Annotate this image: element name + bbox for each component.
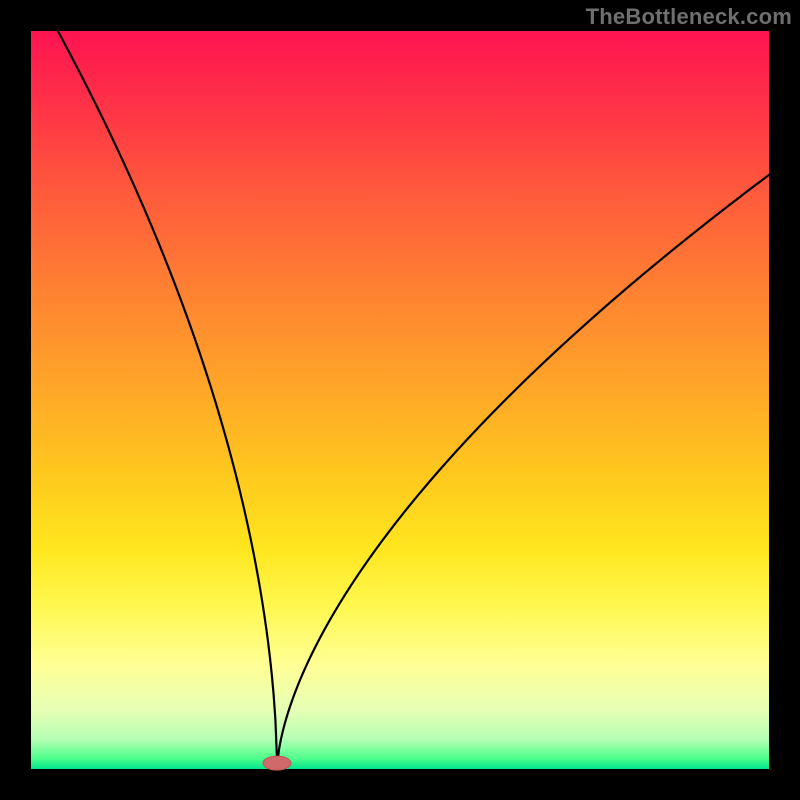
plot-background	[31, 31, 769, 769]
optimal-marker	[263, 756, 291, 770]
bottleneck-chart	[0, 0, 800, 800]
watermark-text: TheBottleneck.com	[586, 4, 792, 30]
chart-frame: TheBottleneck.com	[0, 0, 800, 800]
